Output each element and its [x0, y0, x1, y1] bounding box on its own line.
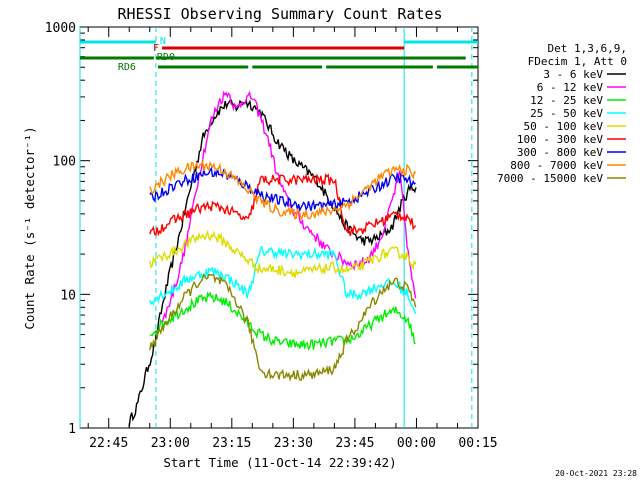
- series-line: [149, 291, 416, 351]
- series-line: [149, 159, 417, 221]
- x-tick-label: 22:45: [89, 436, 128, 451]
- series-line: [161, 90, 417, 324]
- series-line: [149, 172, 417, 237]
- x-tick-label: 23:45: [335, 436, 374, 451]
- y-tick-label: 1000: [45, 21, 76, 36]
- y-tick-label: 100: [53, 155, 76, 170]
- legend-header-line: Det 1,3,6,9,: [548, 42, 627, 55]
- legend-entry-label: 50 - 100 keV: [524, 120, 604, 133]
- legend-entry-label: 7000 - 15000 keV: [497, 172, 603, 185]
- series-line: [128, 98, 417, 427]
- y-axis-label: Count Rate (s⁻¹ detector⁻¹): [22, 126, 37, 329]
- legend-entry-label: 300 - 800 keV: [517, 146, 603, 159]
- legend-entry-label: 12 - 25 keV: [530, 94, 603, 107]
- y-tick-label: 10: [60, 288, 76, 303]
- legend-entry-label: 6 - 12 keV: [537, 81, 604, 94]
- series-line: [149, 245, 417, 314]
- x-tick-label: 23:00: [151, 436, 190, 451]
- x-axis-label: Start Time (11-Oct-14 22:39:42): [163, 455, 396, 470]
- series-line: [149, 229, 417, 278]
- series-line: [149, 272, 417, 383]
- plot-timestamp: 20-Oct-2021 23:28: [555, 469, 637, 478]
- rd6-flag-label: RD6: [118, 62, 136, 73]
- y-tick-label: 1: [68, 422, 76, 437]
- legend-entry-label: 800 - 7000 keV: [510, 159, 603, 172]
- flare-flag-label: F: [153, 43, 159, 54]
- legend-header-line: FDecim 1, Att 0: [528, 55, 627, 68]
- rd0-flag-label: RD0: [157, 52, 175, 63]
- legend-entry-label: 100 - 300 keV: [517, 133, 603, 146]
- legend-entry-label: 3 - 6 keV: [543, 68, 603, 81]
- plot-area: 1 10 100 1000 22:45 23:00 23:15 23:30 23:45 00:00…: [45, 21, 498, 451]
- x-tick-label: 00:15: [458, 436, 497, 451]
- chart-title: RHESSI Observing Summary Count Rates: [117, 5, 442, 23]
- x-tick-label: 23:30: [274, 436, 313, 451]
- x-tick-label: 00:00: [397, 436, 436, 451]
- night-flag-label: N: [160, 36, 166, 47]
- x-tick-label: 23:15: [212, 436, 251, 451]
- legend-entry-label: 25 - 50 keV: [530, 107, 603, 120]
